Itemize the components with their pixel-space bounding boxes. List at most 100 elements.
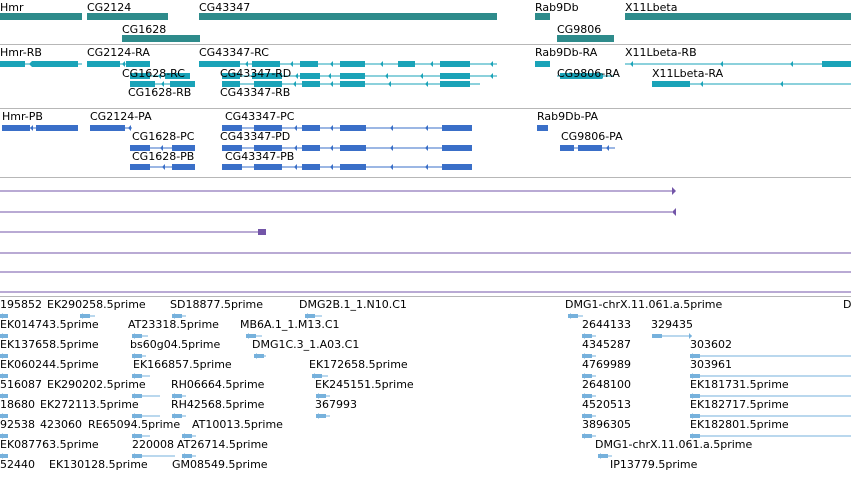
est-glyph-arrow[interactable]: [246, 333, 249, 339]
cg43347-rd-arrow[interactable]: [490, 73, 493, 79]
est-glyph-block[interactable]: [182, 454, 192, 458]
cg43347-rd-arrow[interactable]: [295, 73, 298, 79]
est-glyph-arrow[interactable]: [132, 433, 135, 439]
gene-glyph[interactable]: [199, 13, 497, 20]
cg43347-pc-exon[interactable]: [254, 125, 282, 131]
x11lbeta-rb[interactable]: [625, 63, 851, 65]
est-glyph-block[interactable]: [598, 454, 608, 458]
cg1628-rc-exon[interactable]: [130, 73, 150, 79]
est-glyph-arrow[interactable]: [132, 413, 135, 419]
cg1628-rb-arrow[interactable]: [161, 81, 164, 87]
est-glyph-arrow[interactable]: [0, 413, 3, 419]
cg43347-pb-arrow[interactable]: [425, 164, 428, 170]
alignment-line[interactable]: [0, 271, 851, 273]
cg1628-pc-arrow[interactable]: [160, 145, 163, 151]
x11lbeta-rb-arrow[interactable]: [630, 61, 633, 67]
alignment-line[interactable]: [0, 211, 672, 213]
alignment-line[interactable]: [0, 231, 262, 233]
cg43347-pc-exon[interactable]: [302, 125, 320, 131]
cg43347-rc-exon[interactable]: [252, 61, 280, 67]
cg43347-pc-arrow[interactable]: [294, 125, 297, 131]
cg43347-pd-arrow[interactable]: [294, 145, 297, 151]
est-glyph-block[interactable]: [0, 314, 8, 318]
est-glyph-block[interactable]: [254, 354, 264, 358]
est-glyph[interactable]: [132, 415, 160, 417]
est-glyph-block[interactable]: [0, 334, 8, 338]
est-glyph-arrow[interactable]: [0, 453, 3, 459]
est-glyph-block[interactable]: [582, 434, 592, 438]
est-glyph-arrow[interactable]: [172, 393, 175, 399]
est-glyph-block[interactable]: [132, 374, 142, 378]
cg43347-pb-arrow[interactable]: [330, 164, 333, 170]
est-glyph-arrow[interactable]: [182, 433, 185, 439]
est-glyph[interactable]: [690, 435, 851, 437]
est-glyph-block[interactable]: [132, 434, 142, 438]
est-glyph-arrow[interactable]: [582, 433, 585, 439]
est-glyph[interactable]: [132, 395, 160, 397]
est-glyph-arrow[interactable]: [582, 393, 585, 399]
cg43347-pd-exon[interactable]: [254, 145, 282, 151]
x11lbeta-ra[interactable]: [652, 83, 851, 85]
cg43347-rc-arrow[interactable]: [245, 61, 248, 67]
hmr-pb-exon[interactable]: [36, 125, 78, 131]
cg43347-rd-exon[interactable]: [340, 73, 365, 79]
est-glyph-block[interactable]: [582, 374, 592, 378]
est-glyph[interactable]: [652, 335, 692, 337]
est-glyph-block[interactable]: [0, 454, 8, 458]
est-glyph-arrow[interactable]: [582, 353, 585, 359]
est-glyph-arrow[interactable]: [312, 373, 315, 379]
cg43347-rd-exon[interactable]: [252, 73, 282, 79]
rab9db-ra-exon[interactable]: [535, 61, 550, 67]
est-glyph-block[interactable]: [132, 454, 142, 458]
cg1628-rb-exon[interactable]: [130, 81, 155, 87]
gene-glyph[interactable]: [87, 13, 168, 20]
cg43347-pd-exon[interactable]: [442, 145, 472, 151]
est-glyph-arrow[interactable]: [582, 413, 585, 419]
cg43347-rc-arrow[interactable]: [430, 61, 433, 67]
est-glyph-arrow[interactable]: [132, 353, 135, 359]
est-glyph-block[interactable]: [172, 414, 182, 418]
est-glyph-block[interactable]: [0, 414, 8, 418]
est-glyph-block[interactable]: [582, 354, 592, 358]
cg43347-rd-arrow[interactable]: [328, 73, 331, 79]
cg9806-pa-arrow[interactable]: [606, 145, 609, 151]
est-glyph-block[interactable]: [182, 434, 192, 438]
gene-glyph[interactable]: [122, 35, 200, 42]
alignment-arrow[interactable]: [672, 208, 676, 216]
est-glyph-block[interactable]: [246, 334, 256, 338]
cg43347-rb-exon[interactable]: [254, 81, 282, 87]
est-glyph-block[interactable]: [0, 374, 8, 378]
est-glyph-block[interactable]: [172, 394, 182, 398]
cg43347-pc-exon[interactable]: [222, 125, 242, 131]
cg43347-pb-exon[interactable]: [302, 164, 320, 170]
cg43347-rc-exon[interactable]: [199, 61, 240, 67]
alignment-block[interactable]: [258, 229, 266, 235]
cg43347-rd-exon[interactable]: [300, 73, 320, 79]
cg9806-pa-exon[interactable]: [560, 145, 574, 151]
gene-glyph[interactable]: [535, 13, 550, 20]
cg43347-rc-arrow[interactable]: [490, 61, 493, 67]
cg43347-pd-arrow[interactable]: [425, 145, 428, 151]
est-glyph-arrow[interactable]: [582, 373, 585, 379]
x11lbeta-rb-arrow[interactable]: [720, 61, 723, 67]
hmr-pb-exon[interactable]: [2, 125, 30, 131]
est-glyph-arrow[interactable]: [316, 393, 319, 399]
est-glyph-block[interactable]: [80, 314, 90, 318]
est-glyph-block[interactable]: [132, 414, 142, 418]
cg43347-pc-arrow[interactable]: [425, 125, 428, 131]
est-glyph-arrow[interactable]: [182, 453, 185, 459]
est-glyph-block[interactable]: [0, 394, 8, 398]
hmr-rb-arrow[interactable]: [4, 61, 7, 67]
est-glyph-arrow[interactable]: [254, 353, 257, 359]
cg43347-rd-arrow[interactable]: [385, 73, 388, 79]
est-glyph-arrow[interactable]: [689, 333, 692, 339]
est-glyph-block[interactable]: [0, 434, 8, 438]
x11lbeta-rb-arrow[interactable]: [790, 61, 793, 67]
est-glyph-block[interactable]: [0, 354, 8, 358]
est-glyph-arrow[interactable]: [598, 453, 601, 459]
cg43347-pb-arrow[interactable]: [294, 164, 297, 170]
cg1628-rc-arrow[interactable]: [158, 73, 161, 79]
est-glyph-block[interactable]: [568, 314, 578, 318]
cg43347-rc-arrow[interactable]: [290, 61, 293, 67]
est-glyph-arrow[interactable]: [316, 413, 319, 419]
